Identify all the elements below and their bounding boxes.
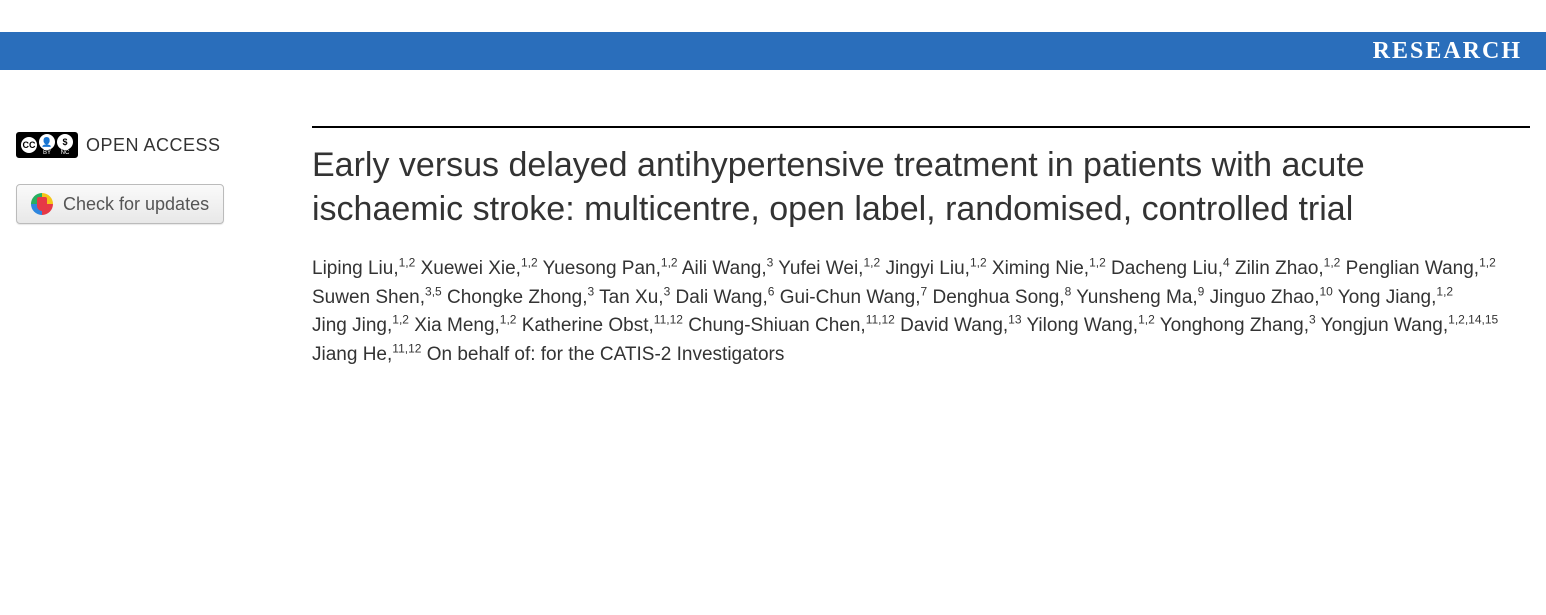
author: Chongke Zhong,3 <box>447 287 594 308</box>
nc-icon: $ <box>57 134 73 150</box>
author: Yong Jiang,1,2 <box>1338 287 1453 308</box>
author: Yongjun Wang,1,2,14,15 <box>1321 315 1499 336</box>
author: Penglian Wang,1,2 <box>1346 258 1496 279</box>
cc-license-badge: CC 👤BY $NC <box>16 132 78 158</box>
article-title: Early versus delayed antihypertensive tr… <box>312 144 1500 231</box>
sidebar: CC 👤BY $NC OPEN ACCESS Check for updates <box>16 126 296 369</box>
author: Jing Jing,1,2 <box>312 315 409 336</box>
author: David Wang,13 <box>900 315 1021 336</box>
author: Dacheng Liu,4 <box>1111 258 1230 279</box>
author: Jingyi Liu,1,2 <box>885 258 986 279</box>
author: Yuesong Pan,1,2 <box>543 258 678 279</box>
author: Zilin Zhao,1,2 <box>1235 258 1340 279</box>
author: Dali Wang,6 <box>676 287 775 308</box>
author: Denghua Song,8 <box>933 287 1072 308</box>
by-icon: 👤 <box>39 134 55 150</box>
crossmark-icon <box>31 193 53 215</box>
author: Xuewei Xie,1,2 <box>421 258 538 279</box>
article-main: Early versus delayed antihypertensive tr… <box>312 126 1530 369</box>
author: Aili Wang,3 <box>682 258 774 279</box>
author: Katherine Obst,11,12 <box>522 315 683 336</box>
section-header-bar: RESEARCH <box>0 32 1546 70</box>
section-label: RESEARCH <box>1373 38 1522 65</box>
check-updates-label: Check for updates <box>63 194 209 215</box>
author: Liping Liu,1,2 <box>312 258 415 279</box>
author: Jiang He,11,12 <box>312 344 421 365</box>
author: Jinguo Zhao,10 <box>1210 287 1333 308</box>
open-access-label: OPEN ACCESS <box>86 135 221 156</box>
author: Suwen Shen,3,5 <box>312 287 442 308</box>
author: Gui-Chun Wang,7 <box>780 287 928 308</box>
collaboration-note: On behalf of: for the CATIS-2 Investigat… <box>427 344 785 365</box>
author: Yonghong Zhang,3 <box>1160 315 1316 336</box>
author: Yunsheng Ma,9 <box>1076 287 1204 308</box>
author: Yufei Wei,1,2 <box>778 258 880 279</box>
author: Yilong Wang,1,2 <box>1026 315 1154 336</box>
author: Chung-Shiuan Chen,11,12 <box>688 315 895 336</box>
author: Ximing Nie,1,2 <box>992 258 1106 279</box>
author: Tan Xu,3 <box>599 287 670 308</box>
check-updates-button[interactable]: Check for updates <box>16 184 224 224</box>
author: Xia Meng,1,2 <box>414 315 516 336</box>
open-access-row: CC 👤BY $NC OPEN ACCESS <box>16 132 296 158</box>
cc-icon: CC <box>21 137 37 153</box>
content-area: CC 👤BY $NC OPEN ACCESS Check for updates… <box>0 126 1546 369</box>
author-list: Liping Liu,1,2 Xuewei Xie,1,2 Yuesong Pa… <box>312 255 1500 369</box>
